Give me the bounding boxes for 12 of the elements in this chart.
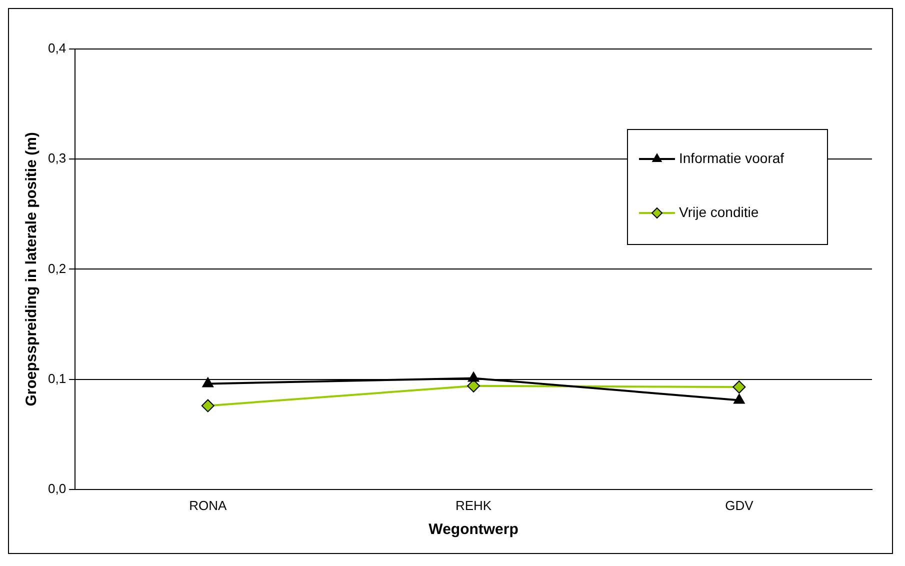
y-tick-label: 0,2 [48, 260, 66, 276]
y-axis-title: Groepsspreiding in laterale positie (m) [23, 132, 40, 406]
y-tick-label: 0,3 [48, 150, 66, 166]
legend-label: Vrije conditie [679, 204, 759, 220]
y-tick-label: 0,1 [48, 370, 66, 386]
legend-label: Informatie vooraf [679, 150, 784, 166]
x-tick-label: REHK [455, 498, 492, 513]
y-tick-label: 0,0 [48, 480, 66, 496]
x-tick-label: RONA [189, 498, 227, 513]
x-axis-title: Wegontwerp [428, 521, 518, 538]
y-tick-label: 0,4 [48, 40, 66, 56]
x-tick-label: GDV [725, 498, 754, 513]
